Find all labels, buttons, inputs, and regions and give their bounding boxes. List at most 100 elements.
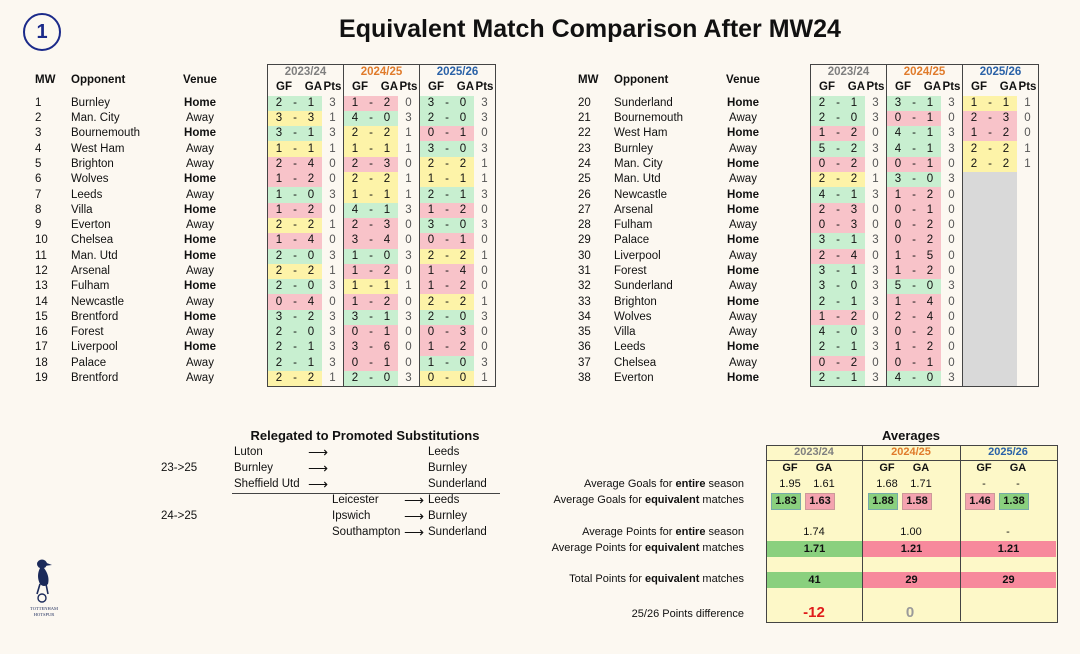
matchweek: 33 (578, 295, 591, 308)
goals-against: 1 (843, 95, 865, 111)
season-header: 2023/24 (267, 64, 344, 81)
points: 0 (941, 325, 963, 341)
opponent: Everton (614, 372, 654, 385)
matchweek: 29 (578, 234, 591, 247)
arrow-icon: ⟶ (404, 508, 425, 524)
points: 3 (865, 325, 887, 341)
score-dash: - (909, 355, 919, 371)
venue: Away (729, 310, 757, 323)
avg-goals-against-equivalent: 1.63 (805, 493, 835, 510)
score-dash: - (366, 110, 376, 127)
opponent: Palace (614, 234, 650, 247)
empty-points (1017, 279, 1039, 295)
spacer (780, 141, 811, 156)
spacer (780, 233, 811, 248)
spacer (780, 172, 811, 187)
goals-against: 6 (376, 340, 398, 356)
points: 0 (474, 325, 496, 341)
spacer (780, 249, 811, 264)
avg-goals-for-entire: 1.68 (876, 478, 898, 490)
goals-against: 4 (300, 294, 322, 310)
promoted-team: Burnley (428, 510, 467, 522)
opponent: Villa (614, 326, 636, 339)
opponent: Brighton (614, 295, 657, 308)
goals-against: 1 (300, 95, 322, 111)
venue: Away (729, 249, 757, 262)
points: 1 (474, 172, 496, 188)
column-divider (862, 445, 863, 621)
goals-for: 3 (343, 309, 366, 326)
spacer (237, 187, 268, 202)
points: 3 (865, 110, 887, 127)
points: 3 (398, 370, 420, 388)
relegated-team: Burnley (234, 462, 273, 474)
points: 0 (865, 202, 887, 218)
score-dash: - (909, 126, 919, 142)
season-header: 2023/24 (810, 64, 887, 81)
points: 1 (1017, 156, 1039, 173)
goals-against: 1 (919, 141, 941, 157)
goals-against: 0 (919, 370, 941, 388)
score-dash: - (290, 248, 300, 264)
pts-header: Pts (865, 80, 887, 96)
score-dash: - (366, 263, 376, 280)
arrow-icon: ⟶ (308, 444, 329, 460)
score-dash: - (909, 202, 919, 218)
points: 0 (322, 202, 344, 218)
score-dash: - (290, 263, 300, 280)
matchweek: 11 (35, 249, 47, 262)
points: 0 (865, 126, 887, 142)
goals-for: 2 (419, 294, 442, 310)
goals-against: 1 (919, 110, 941, 127)
score-dash: - (290, 172, 300, 188)
empty-points (1017, 355, 1039, 371)
score-dash: - (909, 325, 919, 341)
goals-for: 0 (343, 325, 366, 341)
season-header: 2024/25 (343, 64, 420, 81)
goals-against: 0 (452, 95, 474, 111)
avg-points-entire: 1.74 (803, 526, 825, 538)
points: 0 (941, 340, 963, 356)
spacer (780, 325, 811, 340)
gf-header: GF (879, 462, 895, 474)
score-dash: - (290, 217, 300, 234)
score-dash: - (290, 325, 300, 341)
score-dash: - (290, 355, 300, 371)
goals-for: 2 (343, 156, 366, 173)
goals-against: 2 (300, 172, 322, 188)
goals-for: 1 (419, 355, 442, 371)
venue: Away (729, 280, 757, 293)
venue: Away (186, 372, 214, 385)
points: 3 (398, 248, 420, 264)
match-row: 15 Brentford Home 3-2 3 3-1 3 2-0 3 (32, 309, 496, 326)
venue: Home (727, 341, 759, 354)
goals-against: 2 (376, 95, 398, 111)
matchweek: 3 (35, 127, 42, 140)
venue: Home (727, 265, 759, 277)
ga-header: GA (304, 81, 322, 94)
spacer (237, 279, 268, 294)
score-dash: - (290, 340, 300, 356)
match-row: 38 Everton Home 2-1 3 4-0 3 (575, 370, 1039, 388)
opponent: Forest (71, 326, 104, 339)
goals-against: 2 (300, 202, 322, 218)
match-row: 19 Brentford Away 2-2 1 2-0 3 0-0 1 (32, 370, 496, 388)
gf-header: GF (962, 80, 995, 96)
score-dash: - (985, 141, 995, 157)
goals-against: 2 (300, 263, 322, 280)
match-row: 32 Sunderland Away 3-0 3 5-0 3 (575, 279, 1039, 295)
opponent: Bournemouth (71, 127, 141, 140)
goals-for: 3 (419, 141, 442, 157)
spacer (237, 203, 268, 218)
goals-for: 2 (267, 95, 290, 111)
goals-against: 2 (843, 172, 865, 188)
goals-against: 0 (452, 370, 474, 388)
goals-against: 0 (376, 110, 398, 127)
goals-against: 1 (376, 187, 398, 203)
points: 0 (941, 156, 963, 173)
goals-for: 0 (810, 355, 833, 371)
opponent: Leeds (71, 188, 103, 201)
goals-against: 0 (300, 187, 322, 203)
goals-against: 1 (843, 263, 865, 280)
spacer (237, 264, 268, 279)
